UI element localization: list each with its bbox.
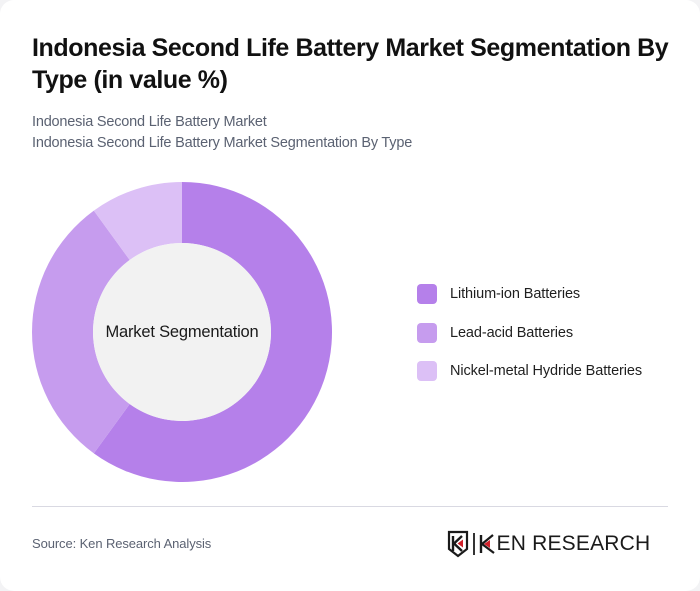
donut-segment-lead-acid-batteries[interactable] <box>32 210 130 454</box>
logo-divider <box>473 533 475 555</box>
legend-label: Lithium-ion Batteries <box>450 286 581 302</box>
donut-svg <box>32 182 332 482</box>
chart-title: Indonesia Second Life Battery Market Seg… <box>32 34 669 94</box>
chart-subtitle-market: Indonesia Second Life Battery Market <box>32 114 267 130</box>
legend-item-lead-acid[interactable]: Lead-acid Batteries <box>417 322 642 343</box>
legend-label: Nickel-metal Hydride Batteries <box>450 363 643 379</box>
legend-label: Lead-acid Batteries <box>450 324 574 341</box>
chart-subtitle-segmentation: Indonesia Second Life Battery Market Seg… <box>32 135 413 151</box>
donut-segment-nickel-metal-hydride-batteries[interactable] <box>93 182 182 260</box>
chart-legend: Lithium-ion Batteries Lead-acid Batterie… <box>417 284 642 400</box>
ken-research-logo: EN RESEARCH <box>447 530 650 558</box>
donut-segment-lithium-ion-batteries[interactable] <box>93 182 332 482</box>
ken-shield-icon <box>447 530 469 558</box>
legend-swatch-lithium-ion <box>417 284 437 304</box>
ken-k-letter-icon <box>479 534 495 554</box>
donut-chart: Market Segmentation <box>32 182 332 482</box>
legend-swatch-nickel-metal-hydride <box>417 361 437 381</box>
footer-divider <box>32 506 668 507</box>
donut-hole <box>93 243 271 421</box>
legend-swatch-lead-acid <box>417 322 437 343</box>
legend-item-nickel-metal-hydride[interactable]: Nickel-metal Hydride Batteries <box>417 361 642 381</box>
logo-wordmark: EN RESEARCH <box>496 532 651 555</box>
legend-item-lithium-ion[interactable]: Lithium-ion Batteries <box>417 284 642 304</box>
source-note: Source: Ken Research Analysis <box>32 536 212 551</box>
